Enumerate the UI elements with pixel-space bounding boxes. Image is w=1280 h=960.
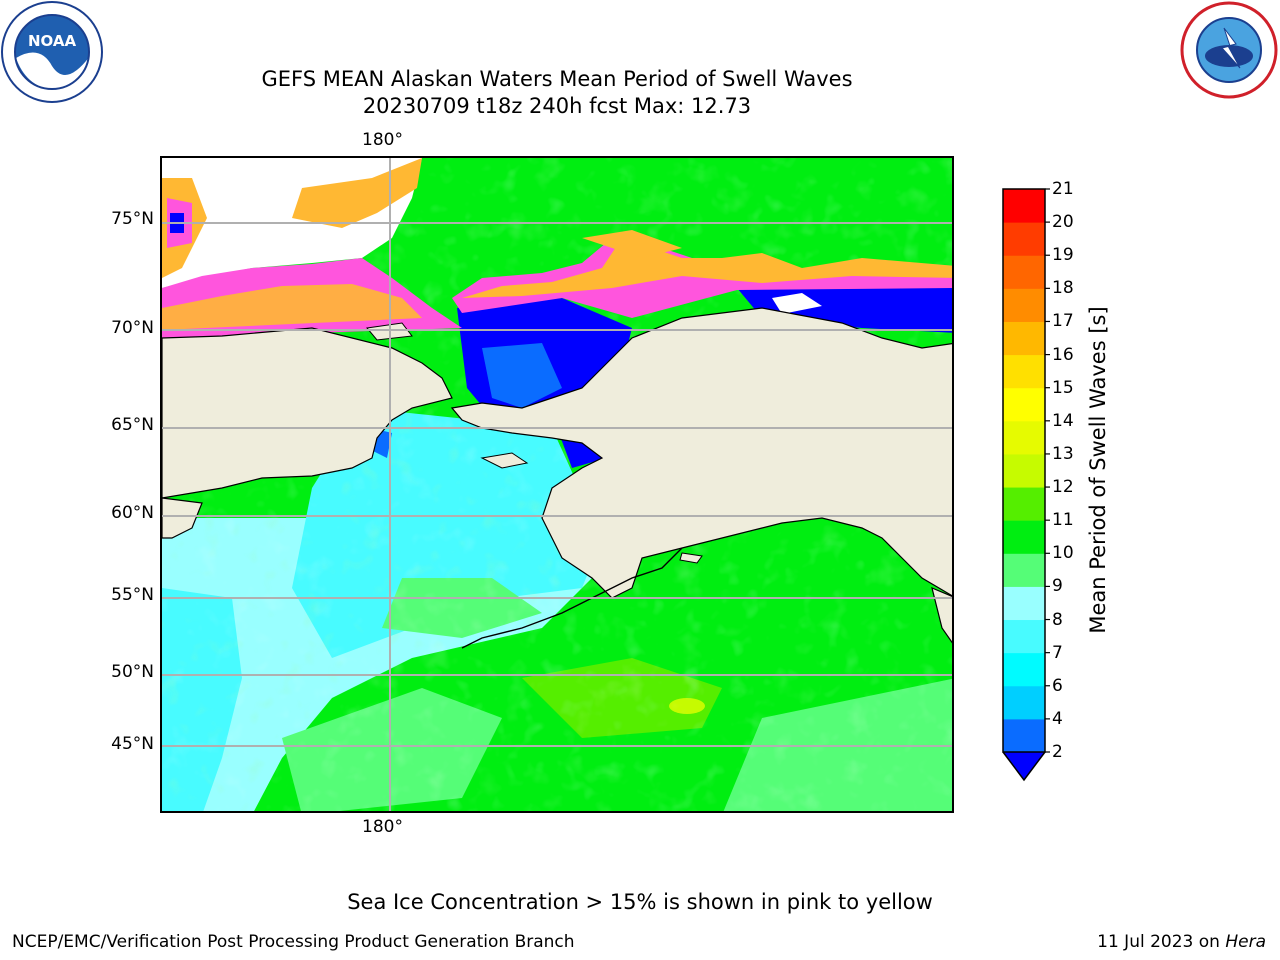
lat-label-70: 70°N [111,318,154,338]
colorbar-tick-label: 20 [1052,212,1074,233]
colorbar-segment [1003,387,1045,422]
colorbar-tick-label: 4 [1052,708,1063,729]
colorbar-segment [1003,718,1045,753]
ice-region-orange-low [162,284,422,330]
land-alaska [450,307,952,599]
lat-label-60: 60°N [111,503,154,523]
colorbar-tick-label: 10 [1052,543,1074,564]
lat-label-65: 65°N [111,415,154,435]
footer-date: 11 Jul 2023 on Hera [1097,932,1266,952]
colorbar-label: Mean Period of Swell Waves [s] [1086,306,1110,634]
colorbar-tick-label: 16 [1052,344,1074,365]
nws-logo [1178,0,1280,100]
colorbar-segment [1003,619,1045,654]
lat-label-75: 75°N [111,209,154,229]
colorbar-segment [1003,487,1045,521]
footer-credit: NCEP/EMC/Verification Post Processing Pr… [12,932,575,952]
sea-ice-caption: Sea Ice Concentration > 15% is shown in … [347,890,933,914]
colorbar-segment [1003,685,1045,720]
ice-region-white-patch [772,293,822,314]
colorbar-tick-label: 17 [1052,311,1074,332]
island-st-lawrence [480,452,529,469]
colorbar-frame [1002,188,1046,753]
colorbar-segment [1003,288,1045,322]
colorbar [1002,188,1050,782]
aleutian-chain [461,547,683,649]
map-panel [160,156,954,813]
colorbar-tick-label: 15 [1052,377,1074,398]
map-subtitle: 20230709 t18z 240h fcst Max: 12.73 [362,94,752,118]
lon-label-top: 180° [362,130,403,150]
colorbar-tick-label: 8 [1052,609,1063,630]
colorbar-tick-label: 7 [1052,642,1063,663]
colorbar-segment [1003,255,1045,289]
land-british-columbia [931,586,952,644]
colorbar-tick-label: 2 [1052,742,1063,762]
colorbar-tick-label: 13 [1052,443,1074,464]
colorbar-segment [1003,354,1045,389]
colorbar-tick-label: 14 [1052,410,1074,431]
colorbar-tick-label: 21 [1052,179,1074,199]
colorbar-segment [1003,453,1045,488]
map-title: GEFS MEAN Alaskan Waters Mean Period of … [261,67,853,91]
colorbar-tick-label: 12 [1052,477,1074,498]
colorbar-tick-label: 6 [1052,675,1063,696]
colorbar-segment [1003,189,1045,223]
colorbar-segment [1003,420,1045,455]
colorbar-tick-label: 11 [1052,510,1074,531]
colorbar-tick-label: 19 [1052,245,1074,266]
footer-host: Hera [1225,932,1266,952]
noaa-emblem-text: NOAA [28,32,77,50]
colorbar-tick-label: 18 [1052,278,1074,299]
ice-region-orange-patch [582,230,682,258]
island-kodiak [679,552,703,564]
lat-label-50: 50°N [111,662,154,682]
colorbar-segment [1003,520,1045,554]
colorbar-segment [1003,553,1045,587]
colorbar-tick-label: 9 [1052,576,1063,597]
colorbar-segment [1003,586,1045,621]
ice-region-pink-east [452,238,952,318]
colorbar-segment [1003,652,1045,687]
graticule [162,158,952,811]
colorbar-segment [1003,321,1045,356]
colorbar-extend-triangle [1003,752,1045,780]
lat-label-45: 45°N [111,734,154,754]
land-siberia [162,327,453,499]
ice-region-orange-east [462,238,952,298]
field-region-chukchi-mid [482,343,562,408]
lon-label-bottom: 180° [362,817,403,837]
noaa-logo: NOAA [0,0,104,104]
colorbar-segment [1003,222,1045,256]
footer-date-text: 11 Jul 2023 on [1097,932,1226,952]
land-kamchatka [162,497,203,539]
lat-label-55: 55°N [111,585,154,605]
